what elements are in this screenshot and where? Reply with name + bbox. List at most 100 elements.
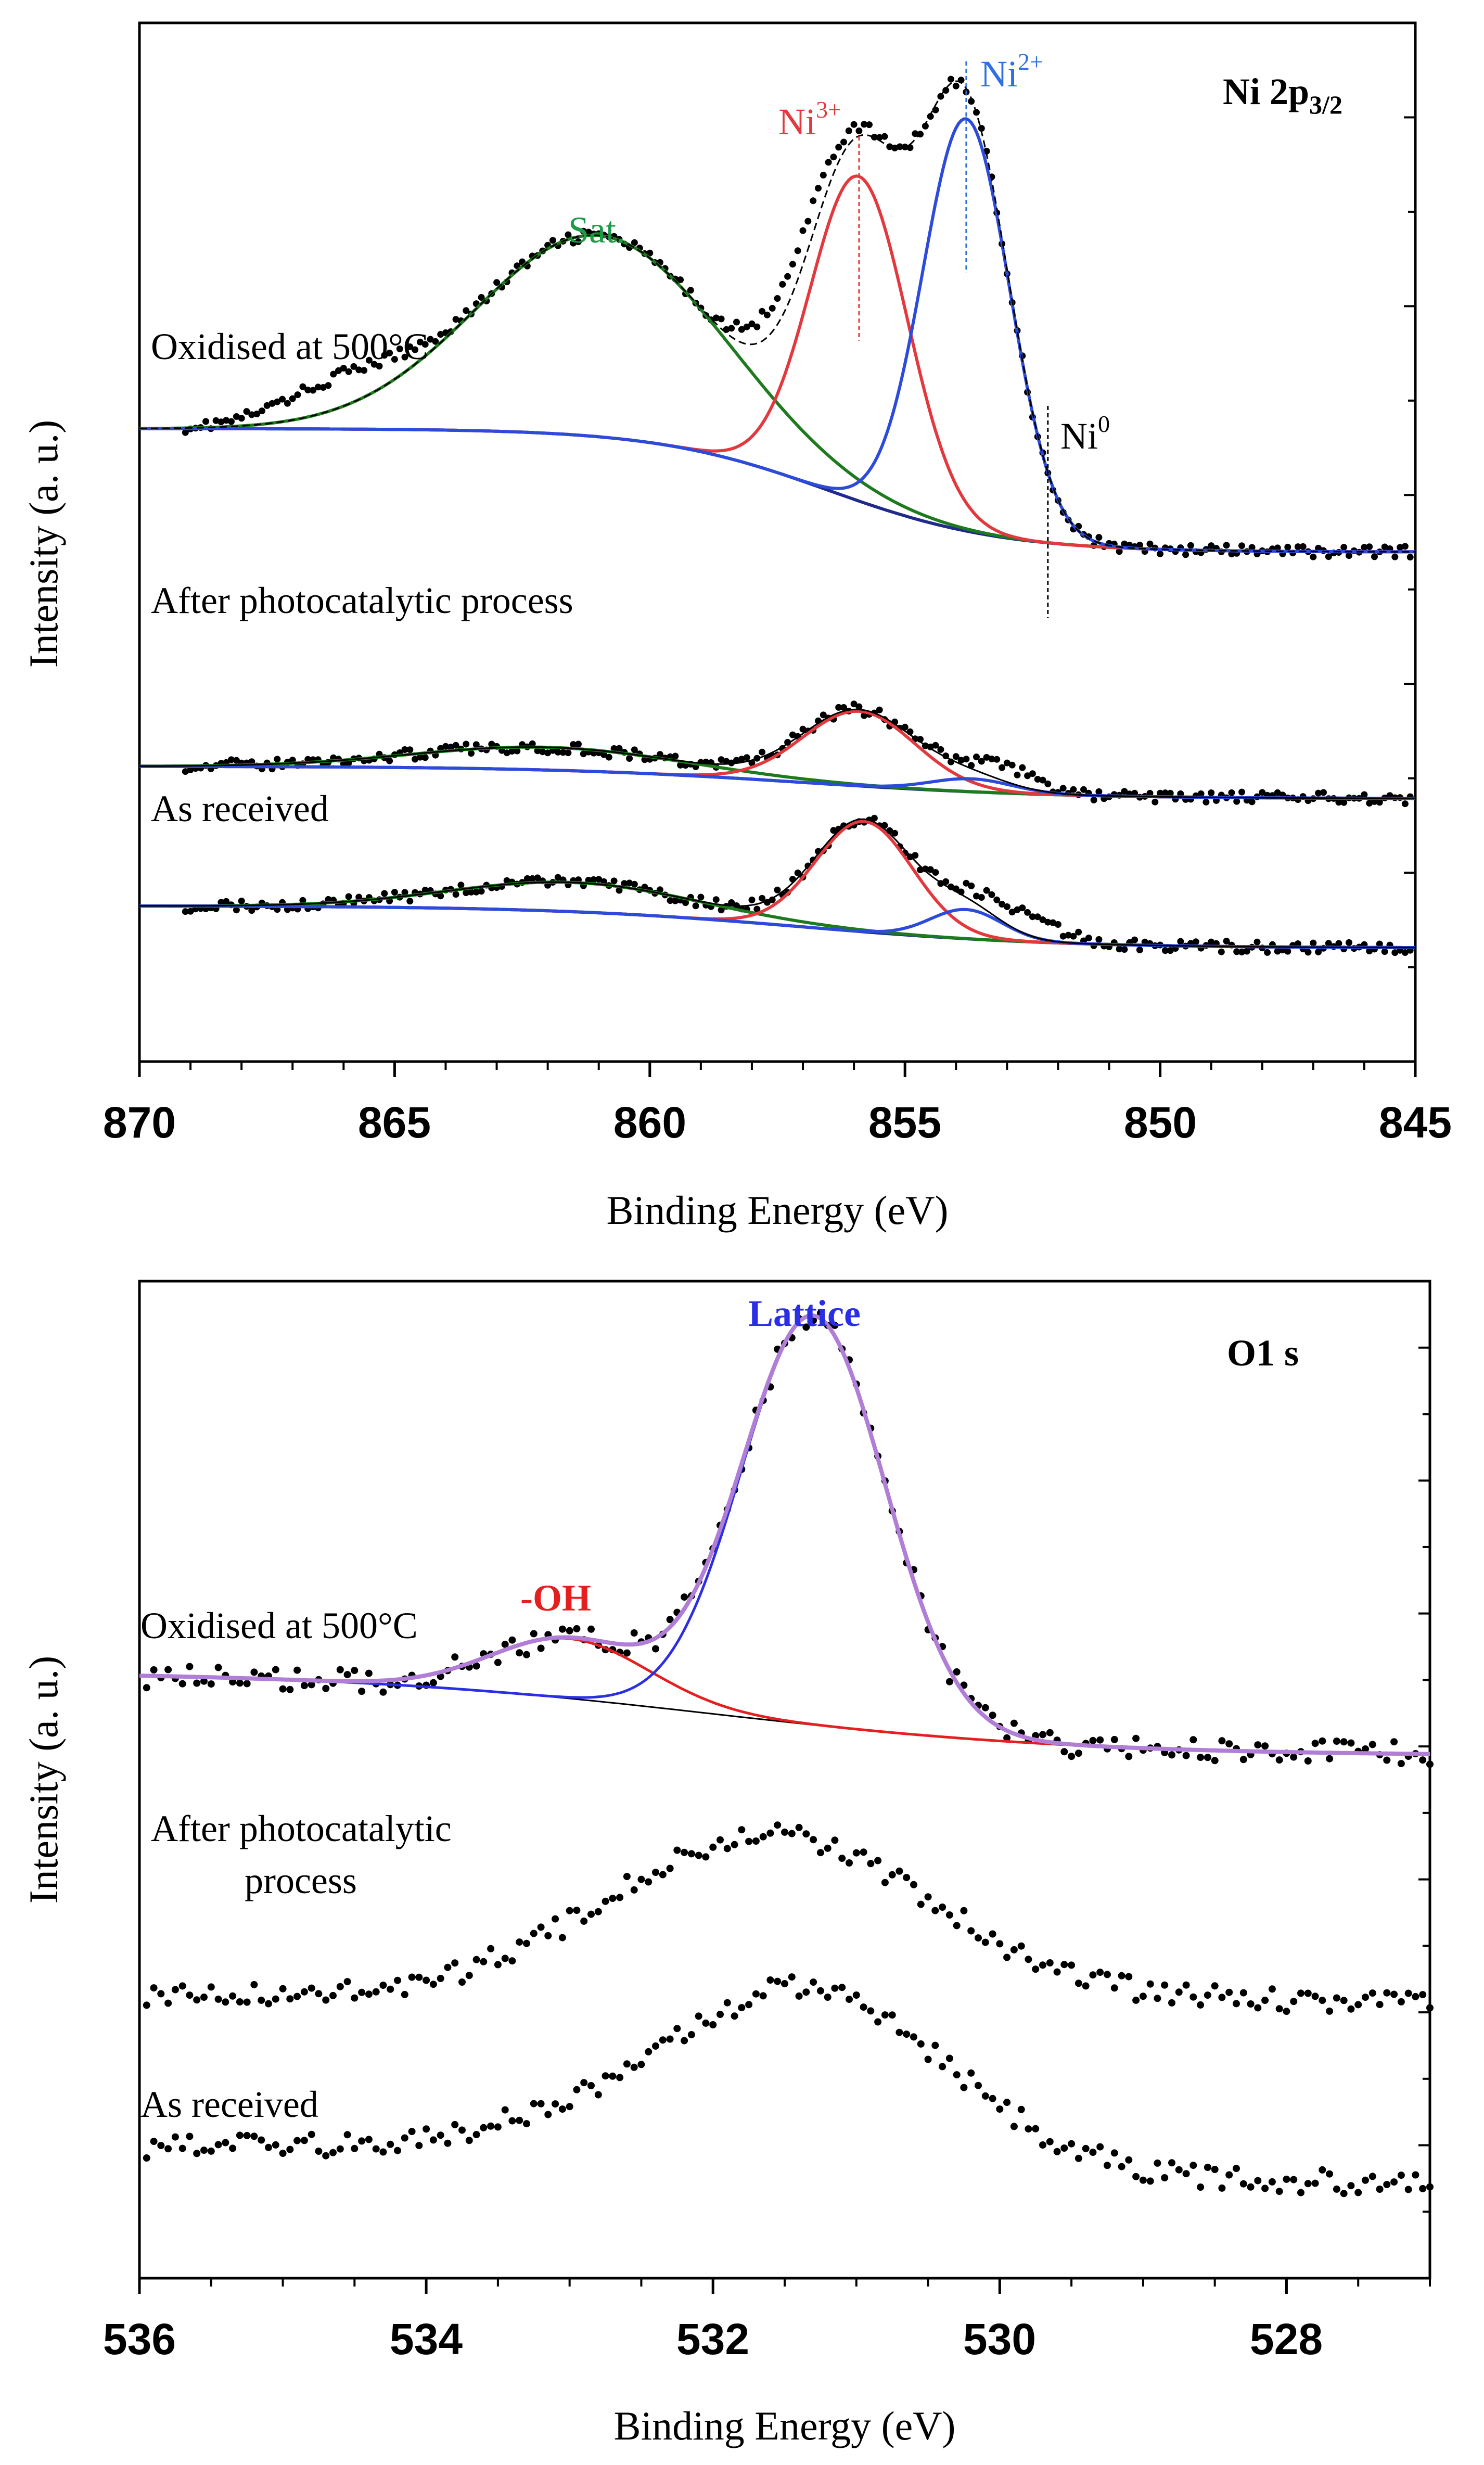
o-data-point bbox=[164, 1666, 172, 1674]
o-data-point bbox=[989, 1712, 996, 1719]
ni-tick-label: 855 bbox=[868, 1098, 941, 1147]
o-data-point bbox=[236, 2131, 244, 2139]
o-data-point bbox=[143, 1684, 150, 1692]
o-data-point bbox=[1368, 2173, 1376, 2180]
o-data-point bbox=[1239, 2180, 1247, 2188]
o-data-point bbox=[1275, 2005, 1283, 2013]
o-data-point bbox=[981, 1704, 989, 1712]
ni-data-point bbox=[1019, 764, 1026, 771]
o-data-point bbox=[451, 1653, 459, 1661]
o-data-point bbox=[171, 2133, 179, 2141]
ni-data-point bbox=[1371, 553, 1378, 560]
ni-data-point bbox=[463, 740, 470, 748]
o-data-point bbox=[917, 1900, 925, 1908]
ni-data-point bbox=[845, 127, 852, 134]
o-data-point bbox=[429, 1981, 437, 1988]
o-data-point bbox=[143, 2001, 150, 2009]
ni-tick-label: 865 bbox=[358, 1098, 431, 1147]
o-data-point bbox=[537, 2100, 545, 2108]
ni-data-point bbox=[906, 144, 914, 151]
ni-data-point bbox=[554, 874, 561, 881]
o-data-point bbox=[1074, 1979, 1082, 1987]
o-data-point bbox=[336, 1983, 344, 1990]
ni-data-point bbox=[631, 880, 638, 888]
ni-data-point bbox=[233, 906, 240, 914]
ni-data-point bbox=[866, 121, 873, 129]
o-data-point bbox=[150, 1666, 158, 1674]
o-series-2 bbox=[143, 1973, 1434, 2198]
ni-data-point bbox=[1136, 946, 1143, 953]
o-data-point bbox=[1304, 2180, 1312, 2188]
o-data-point bbox=[401, 1990, 408, 1998]
o-data-point bbox=[171, 1986, 179, 1994]
ni-data-point bbox=[656, 886, 663, 893]
o-data-point bbox=[308, 2130, 315, 2138]
ni-data-point bbox=[457, 882, 465, 889]
ni-data-point bbox=[248, 907, 255, 914]
o-data-point bbox=[709, 2021, 717, 2028]
ni-data-point bbox=[463, 307, 470, 314]
ni-data-point bbox=[580, 750, 587, 758]
ni-data-point bbox=[1131, 936, 1138, 943]
o-data-point bbox=[867, 2007, 875, 2015]
ni-data-point bbox=[1218, 948, 1225, 955]
o-data-point bbox=[573, 1907, 581, 1914]
o-data-point bbox=[1261, 2185, 1269, 2192]
o-data-point bbox=[616, 2074, 624, 2081]
ni-data-point bbox=[391, 889, 398, 896]
o-data-point bbox=[1139, 1993, 1147, 2000]
o-data-point bbox=[759, 1992, 767, 2000]
o-data-point bbox=[681, 1848, 688, 1856]
o-data-point bbox=[1239, 1989, 1247, 1997]
o-data-point bbox=[831, 1836, 839, 1844]
o-data-point bbox=[1275, 2188, 1283, 2195]
ni-data-point bbox=[325, 896, 332, 903]
ni-fit-ni3 bbox=[139, 709, 1416, 800]
ni-data-point bbox=[472, 888, 480, 896]
o-data-point bbox=[1104, 2162, 1111, 2169]
ni-data-point bbox=[1366, 948, 1373, 954]
o-data-point bbox=[1204, 1754, 1211, 1761]
o-data-point bbox=[816, 1849, 824, 1857]
o-data-point bbox=[781, 1828, 788, 1836]
o-data-point bbox=[358, 2137, 366, 2145]
o-envelope-line bbox=[139, 1313, 1430, 1756]
sat-peak-label: Sat. bbox=[568, 209, 625, 251]
o-data-point bbox=[788, 1973, 796, 1981]
o-data-point bbox=[1161, 2174, 1169, 2181]
ni-data-point bbox=[1121, 540, 1128, 547]
ni-data-point bbox=[804, 218, 812, 225]
o-data-point bbox=[408, 2128, 416, 2136]
ni-data-point bbox=[340, 760, 347, 768]
ni-data-point bbox=[565, 231, 572, 238]
o-data-point bbox=[666, 2035, 674, 2043]
o-label-photocatalytic-line2: process bbox=[245, 1860, 357, 1901]
o-data-point bbox=[1118, 2163, 1125, 2170]
o-data-point bbox=[652, 1869, 659, 1876]
ni-data-point bbox=[381, 352, 388, 359]
o-data-point bbox=[1189, 1736, 1197, 1744]
o-data-point bbox=[630, 2063, 638, 2071]
o-data-point bbox=[1319, 2166, 1326, 2174]
o-data-point bbox=[558, 1934, 566, 1942]
o-y-ticks bbox=[1418, 1346, 1430, 2213]
o-data-point bbox=[945, 1911, 953, 1919]
o-data-point bbox=[157, 1990, 165, 1998]
ni-data-point bbox=[692, 902, 699, 910]
ni-data-point bbox=[1397, 544, 1404, 551]
ni-data-point bbox=[733, 757, 740, 764]
ni-data-point bbox=[835, 144, 842, 151]
ni0-label-base: Ni bbox=[1060, 415, 1098, 457]
o-data-point bbox=[265, 2000, 272, 2008]
o-data-point bbox=[1197, 2001, 1205, 2009]
o-data-point bbox=[1347, 2005, 1355, 2013]
o-data-point bbox=[200, 2147, 208, 2154]
o-data-point bbox=[745, 1837, 753, 1845]
ni-data-point bbox=[1024, 909, 1031, 916]
ni-data-point bbox=[1044, 780, 1052, 787]
ni-data-point bbox=[840, 138, 847, 146]
ni-data-point bbox=[1039, 916, 1046, 923]
o-data-point bbox=[1110, 2149, 1118, 2157]
ni-data-point bbox=[345, 368, 352, 375]
ni-data-point bbox=[391, 356, 398, 363]
